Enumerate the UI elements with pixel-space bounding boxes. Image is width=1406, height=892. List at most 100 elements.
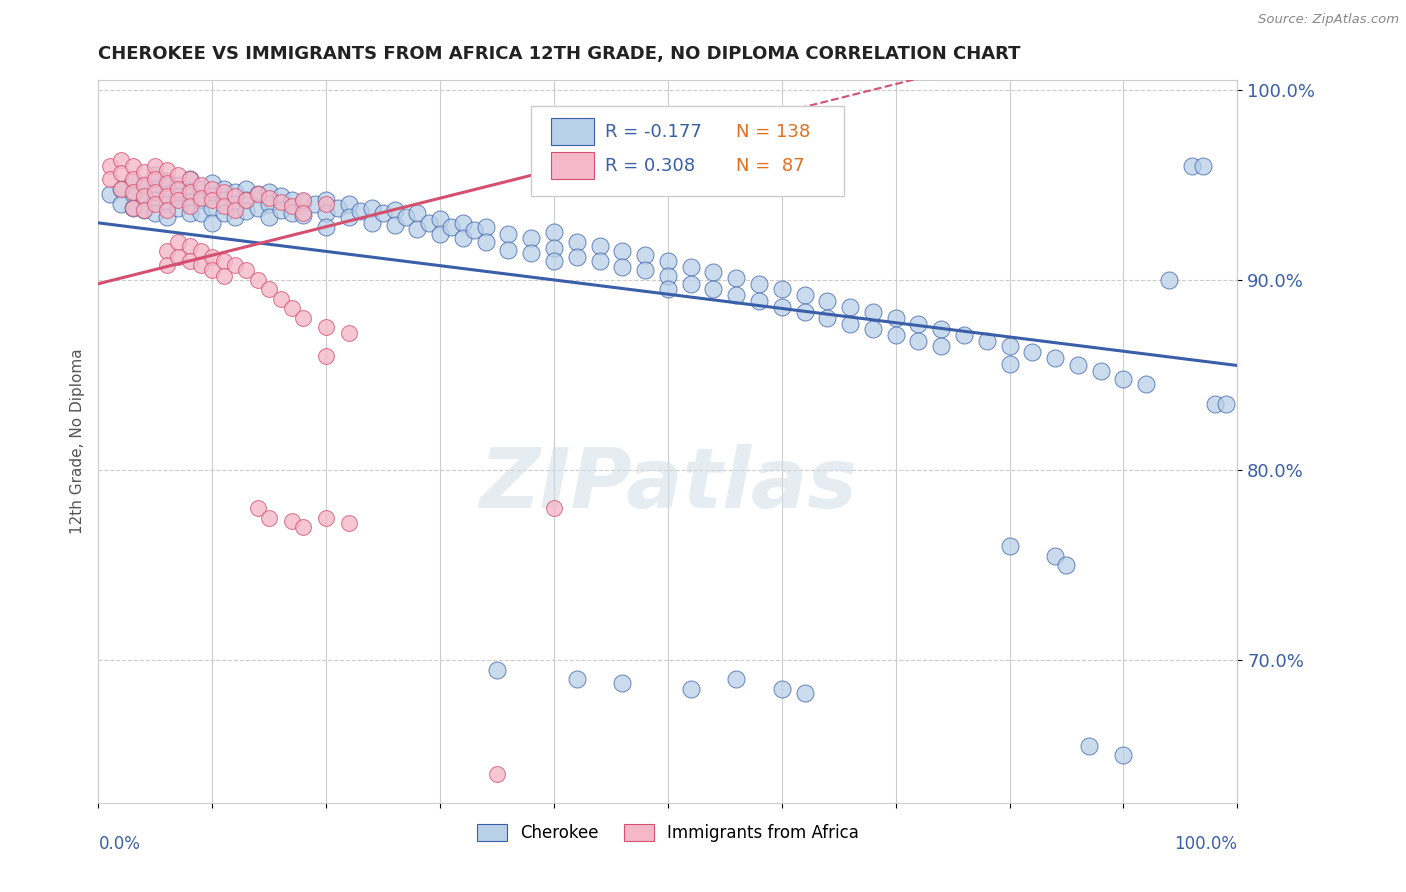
Point [520, 246, 543, 260]
Point [190, 206, 212, 220]
Point [212, 206, 235, 220]
Point [179, 186, 201, 200]
Point [839, 317, 862, 331]
Point [246, 201, 269, 215]
Point [212, 181, 235, 195]
Point [337, 516, 360, 531]
Point [679, 277, 702, 291]
Point [259, 191, 281, 205]
Point [418, 216, 440, 230]
Point [976, 334, 998, 348]
Point [1157, 273, 1180, 287]
Point [156, 189, 179, 203]
Point [212, 193, 235, 207]
Point [770, 282, 793, 296]
Point [98, 187, 121, 202]
Point [360, 216, 382, 230]
Point [474, 235, 496, 249]
Point [679, 260, 702, 274]
Point [349, 204, 371, 219]
Point [793, 305, 815, 319]
Point [212, 269, 235, 284]
Text: ZIPatlas: ZIPatlas [479, 444, 856, 525]
Point [384, 202, 406, 217]
Point [451, 231, 474, 245]
Point [292, 194, 315, 209]
Point [657, 253, 679, 268]
Text: R = -0.177: R = -0.177 [605, 122, 702, 141]
Point [565, 235, 588, 249]
Point [156, 202, 179, 217]
Point [246, 501, 269, 516]
Point [1090, 364, 1112, 378]
Point [246, 273, 269, 287]
Point [520, 231, 543, 245]
Point [498, 243, 520, 257]
Point [224, 258, 246, 272]
Point [337, 326, 360, 340]
Point [145, 197, 167, 211]
Point [201, 216, 224, 230]
Point [110, 153, 132, 168]
Point [132, 164, 155, 178]
Point [384, 218, 406, 232]
Point [1021, 345, 1043, 359]
Point [793, 685, 815, 699]
Point [156, 197, 179, 211]
Point [395, 210, 418, 224]
Point [156, 176, 179, 190]
Point [201, 176, 224, 190]
Point [167, 169, 190, 183]
Point [815, 310, 838, 325]
Point [1192, 159, 1215, 173]
Point [679, 681, 702, 696]
Point [167, 193, 190, 207]
Point [360, 201, 382, 215]
Point [190, 178, 212, 192]
Point [121, 187, 143, 202]
Point [179, 199, 201, 213]
Point [281, 515, 304, 529]
Text: R = 0.308: R = 0.308 [605, 156, 696, 175]
Point [145, 159, 167, 173]
Point [565, 672, 588, 686]
Point [167, 250, 190, 264]
Point [132, 191, 155, 205]
Point [612, 260, 634, 274]
Point [212, 186, 235, 200]
Point [201, 193, 224, 207]
Point [543, 501, 565, 516]
Point [145, 172, 167, 186]
Point [235, 204, 257, 219]
Point [315, 320, 337, 334]
Point [998, 357, 1021, 371]
Bar [551, 152, 593, 179]
Point [1181, 159, 1204, 173]
Point [998, 339, 1021, 353]
Point [429, 227, 451, 242]
Point [167, 189, 190, 203]
Point [235, 263, 257, 277]
Point [110, 197, 132, 211]
Bar [551, 118, 593, 145]
Point [292, 206, 315, 220]
Point [201, 201, 224, 215]
Point [156, 187, 179, 202]
Point [292, 208, 315, 222]
Point [315, 219, 337, 234]
Point [953, 328, 976, 343]
Point [1043, 351, 1066, 365]
Point [748, 277, 770, 291]
Point [132, 189, 155, 203]
Point [315, 193, 337, 207]
Point [190, 258, 212, 272]
Legend: Cherokee, Immigrants from Africa: Cherokee, Immigrants from Africa [470, 817, 866, 848]
Point [1215, 396, 1237, 410]
Point [702, 265, 724, 279]
Point [145, 181, 167, 195]
Point [156, 210, 179, 224]
Point [725, 271, 748, 285]
Point [1112, 372, 1135, 386]
Point [725, 672, 748, 686]
Point [201, 263, 224, 277]
